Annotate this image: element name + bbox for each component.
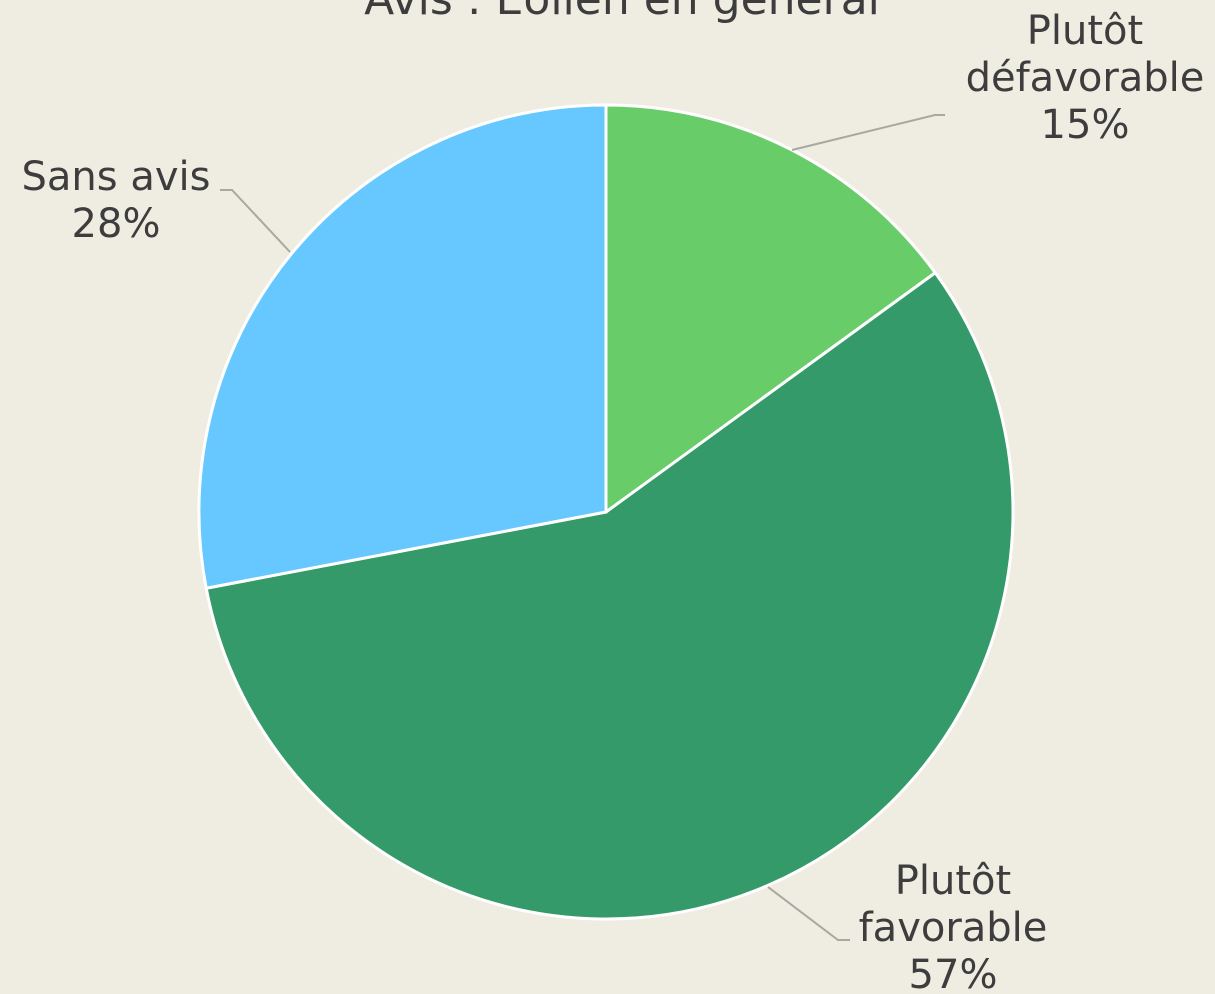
leader-line	[791, 114, 945, 151]
pie-slice	[197, 103, 608, 591]
slice-label: Sans avis	[22, 154, 211, 200]
slice-value-label: 28%	[72, 201, 161, 247]
slice-label: Plutôt favorable	[859, 858, 1048, 951]
slice-value-label: 57%	[909, 952, 998, 994]
leader-line	[767, 886, 850, 941]
pie-slice	[604, 103, 938, 515]
chart-title: Avis : Eolien en général	[364, 0, 880, 25]
pie-slice	[204, 270, 1015, 921]
leader-line	[220, 189, 291, 253]
slice-label: Plutôt défavorable	[966, 8, 1205, 101]
slice-value-label: 15%	[1041, 102, 1130, 148]
